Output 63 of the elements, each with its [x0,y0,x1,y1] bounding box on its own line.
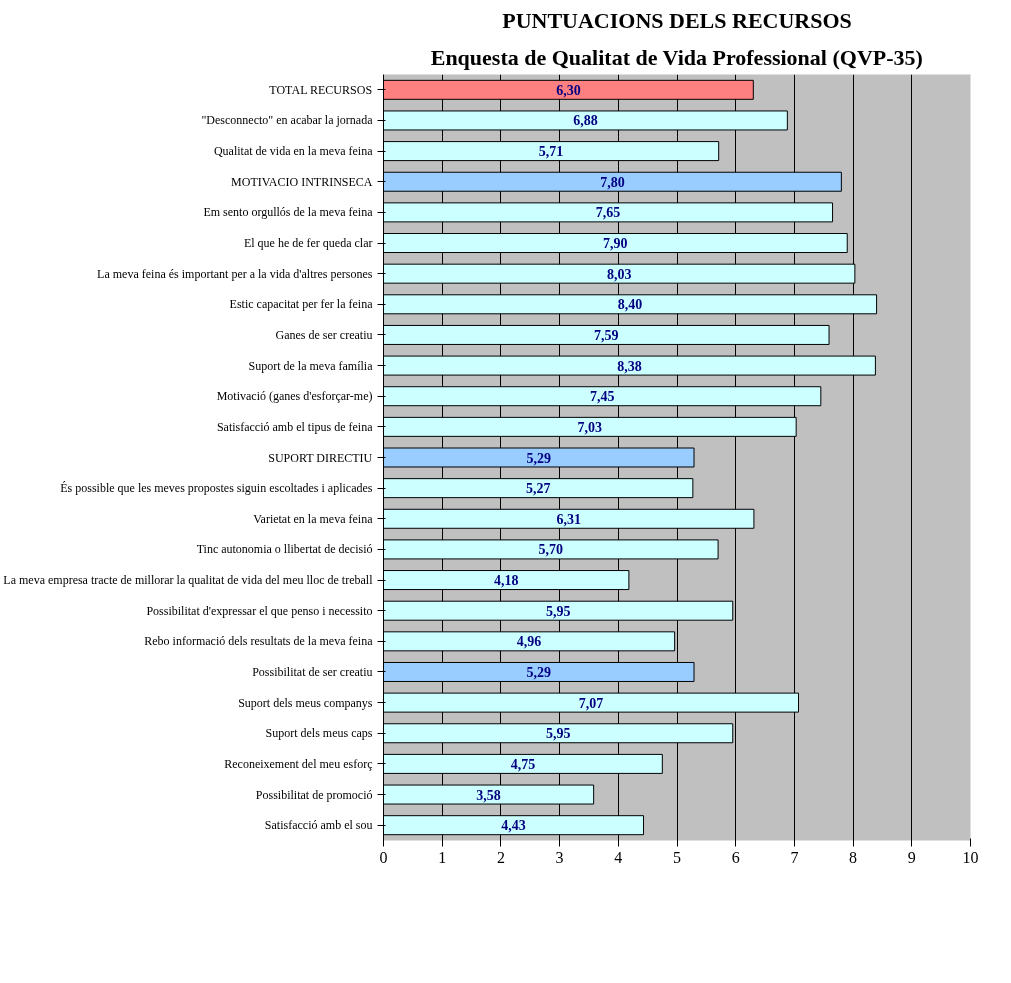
chart-subtitle: Enquesta de Qualitat de Vida Professional (QVP-35) [430,44,923,70]
x-tick-label: 5 [673,848,681,866]
x-tick-label: 6 [731,848,740,866]
y-tick-label: MOTIVACIO INTRINSECA [231,174,373,189]
data-label: 7,59 [594,327,619,343]
data-label: 5,71 [538,144,564,160]
data-label: 8,03 [606,266,632,282]
y-tick-label: TOTAL RECURSOS [269,82,373,97]
data-label: 8,38 [617,358,642,374]
y-tick-label: "Desconnecto" en acabar la jornada [201,113,374,128]
x-tick-label: 8 [849,848,858,866]
x-tick-label: 9 [907,848,916,866]
data-label: 5,70 [538,542,564,558]
y-tick-label: Tinc autonomia o llibertat de decisió [196,542,373,557]
x-tick-label: 10 [962,848,979,866]
y-tick-label: Ganes de ser creatiu [275,327,373,342]
x-tick-label: 3 [555,848,564,866]
data-label: 4,75 [510,756,536,772]
y-tick-label: Satisfacció amb el tipus de feina [216,419,374,434]
y-tick-label: Estic capacitat per fer la feina [229,297,374,312]
y-tick-label: Possibilitat de ser creatiu [252,664,373,679]
data-label: 6,30 [556,82,581,98]
x-tick-label: 7 [790,848,799,866]
y-tick-label: Motivació (ganes d'esforçar-me) [216,389,373,404]
y-tick-label: Suport dels meus companys [238,695,373,710]
data-label: 8,40 [617,297,643,313]
data-label: 4,43 [501,818,526,834]
y-tick-label: Em sento orgullós de la meva feina [203,205,374,220]
data-label: 5,29 [526,450,552,466]
chart-title: PUNTUACIONS DELS RECURSOS [502,7,852,33]
data-label: 4,96 [516,634,542,650]
y-tick-label: Possibilitat d'expressar el que penso i necessito [146,603,373,618]
data-label: 3,58 [476,787,501,803]
y-tick-label: Satisfacció amb el sou [264,818,373,833]
data-label: 7,03 [577,419,603,435]
y-tick-label: Varietat en la meva feina [253,511,374,526]
y-tick-label: La meva empresa tracte de millorar la qualitat de vida del meu lloc de treball [3,573,374,588]
y-tick-label: La meva feina és important per a la vida d'altres persones [97,266,373,281]
y-tick-label: Qualitat de vida en la meva feina [213,144,374,159]
data-label: 7,65 [595,205,621,221]
x-tick-label: 2 [496,848,505,866]
data-label: 5,29 [526,664,552,680]
data-label: 7,07 [578,695,604,711]
y-tick-label: Suport de la meva família [248,358,374,373]
y-tick-label: Possibilitat de promoció [255,787,373,802]
data-label: 6,31 [556,511,581,527]
x-tick-label: 0 [379,848,388,866]
data-label: 5,95 [545,726,571,742]
data-label: 6,88 [573,113,598,129]
y-tick-label: Reconeixement del meu esforç [224,756,373,771]
data-label: 5,27 [525,481,551,497]
x-tick-label: 4 [614,848,623,866]
y-tick-label: El que he de fer queda clar [243,236,373,251]
data-label: 5,95 [545,603,571,619]
y-tick-label: Rebo informació dels resultats de la meva feina [144,634,374,649]
y-tick-label: SUPORT DIRECTIU [268,450,373,465]
data-label: 7,45 [589,389,615,405]
y-tick-label: És possible que les meves propostes siguin escoltades i aplicades [60,481,373,496]
x-tick-label: 1 [438,848,447,866]
data-label: 7,80 [600,174,625,190]
data-label: 4,18 [493,573,519,589]
data-label: 7,90 [603,236,628,252]
y-tick-label: Suport dels meus caps [265,726,373,741]
